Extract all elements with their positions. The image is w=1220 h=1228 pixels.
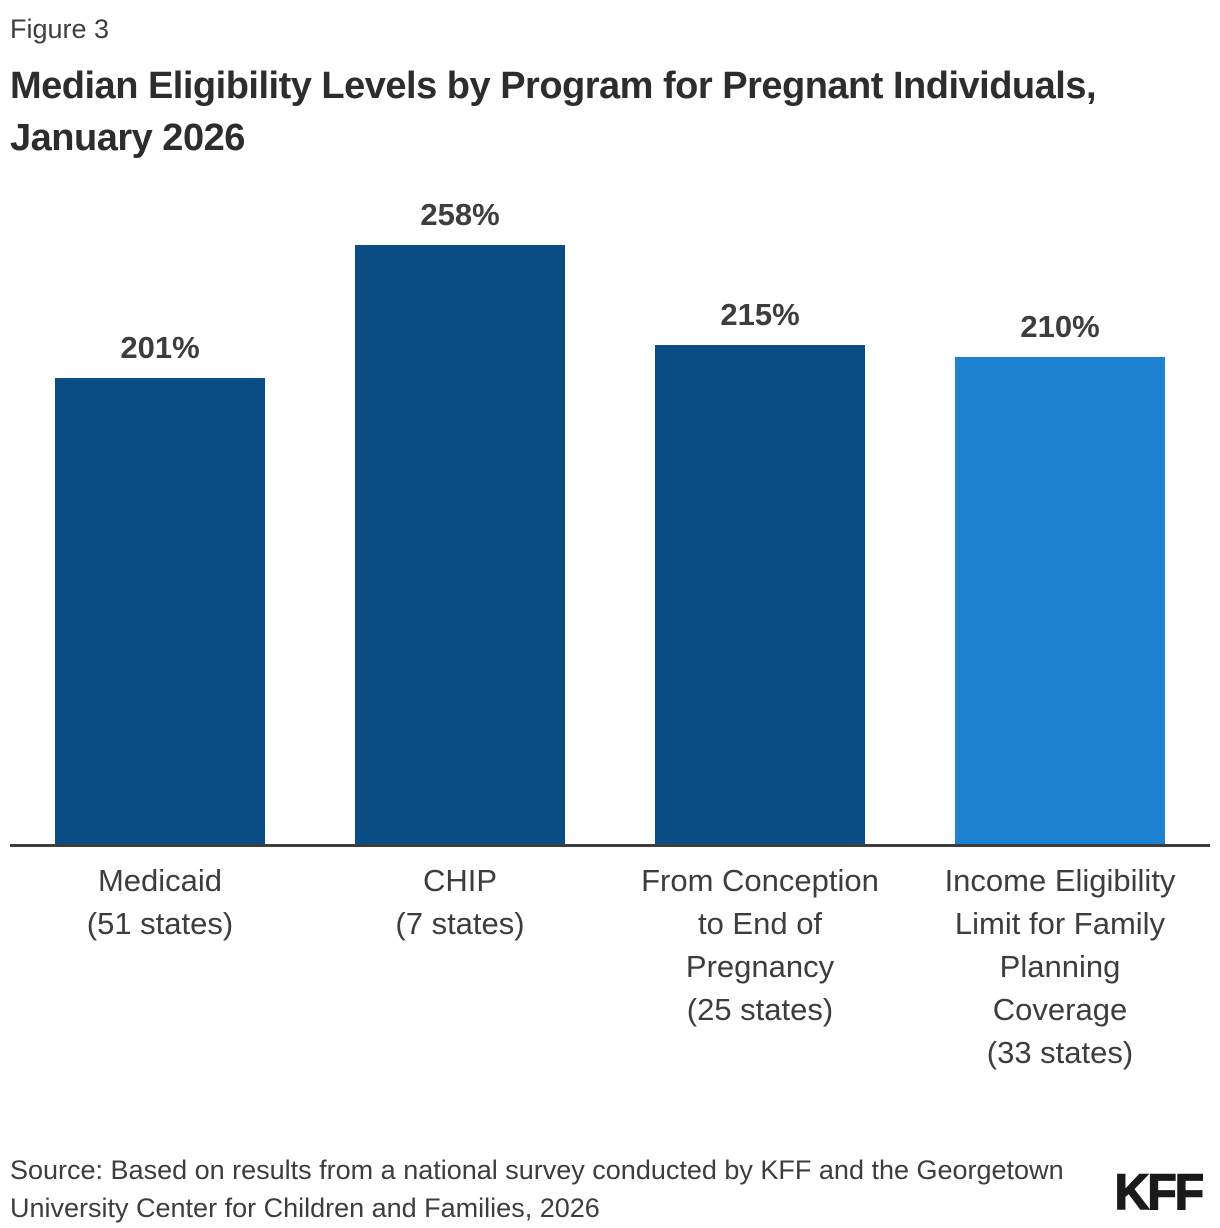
category-label-family-planning: Income Eligibility Limit for Family Plan…: [944, 863, 1176, 1070]
bar-chip: [355, 245, 565, 845]
source-note: Source: Based on results from a national…: [10, 1155, 1064, 1223]
chart-title-line2: January 2026: [10, 117, 245, 159]
bar-medicaid: [55, 378, 265, 845]
value-label-medicaid: 201%: [120, 330, 200, 365]
bar-conception-to-end: [655, 345, 865, 845]
kff-logo: KFF: [1114, 1163, 1205, 1221]
bar-chart-plot-area: 201% 258% 215% 210%: [55, 197, 1165, 845]
figure-number-label: Figure 3: [10, 14, 110, 44]
value-label-chip: 258%: [420, 197, 500, 232]
value-label-family-planning: 210%: [1020, 309, 1100, 344]
value-label-conception-to-end: 215%: [720, 297, 800, 332]
bar-family-planning: [955, 357, 1165, 845]
x-axis-line: [10, 844, 1210, 847]
category-label-chip: CHIP (7 states): [395, 863, 525, 941]
chart-title-line1: Median Eligibility Levels by Program for…: [10, 65, 1097, 107]
category-label-conception-to-end: From Conception to End of Pregnancy (25 …: [641, 863, 879, 1027]
chart-title: Median Eligibility Levels by Program for…: [10, 60, 1215, 164]
category-label-medicaid: Medicaid (51 states): [86, 863, 234, 941]
